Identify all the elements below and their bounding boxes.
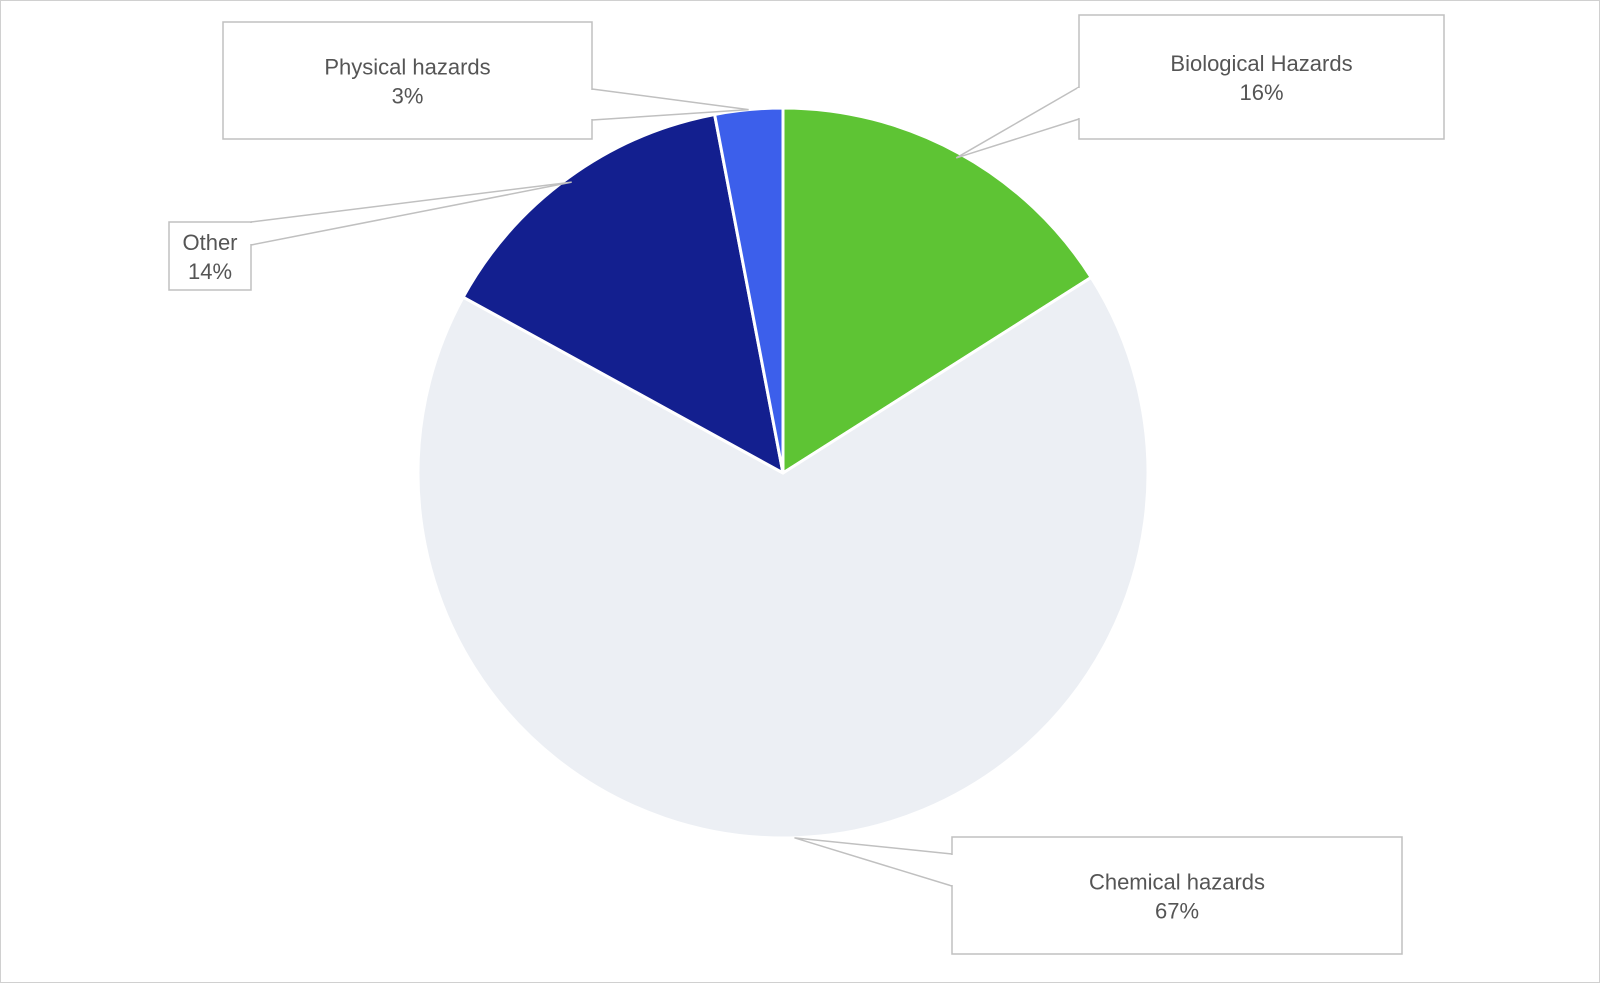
leader-line-biological-hazards — [955, 86, 1080, 159]
callout-box-chemical-hazards — [951, 836, 1403, 955]
slice-label-other: Other — [182, 230, 237, 255]
slice-label-biological-hazards: Biological Hazards — [1170, 51, 1352, 76]
leader-line-chemical-hazards — [794, 837, 953, 887]
slice-label-chemical-hazards: Chemical hazards — [1089, 870, 1265, 895]
slice-value-other: 14% — [188, 259, 232, 284]
slice-label-physical-hazards: Physical hazards — [324, 55, 490, 80]
pie-slices — [416, 106, 1150, 840]
leader-line-other — [250, 181, 572, 246]
slice-value-chemical-hazards: 67% — [1155, 899, 1199, 924]
callout-box-physical-hazards — [222, 21, 593, 140]
leader-line-physical-hazards — [591, 88, 749, 121]
pie-slice-other — [461, 112, 785, 475]
slice-value-physical-hazards: 3% — [392, 84, 424, 109]
slice-value-biological-hazards: 16% — [1239, 80, 1283, 105]
pie-slice-biological-hazards — [781, 106, 1093, 475]
callout-box-biological-hazards — [1078, 14, 1445, 140]
callout-box-other — [168, 221, 252, 291]
callout-boxes: Biological Hazards 16% Chemical hazards 67%… — [168, 14, 1445, 955]
leader-lines — [250, 86, 1080, 887]
